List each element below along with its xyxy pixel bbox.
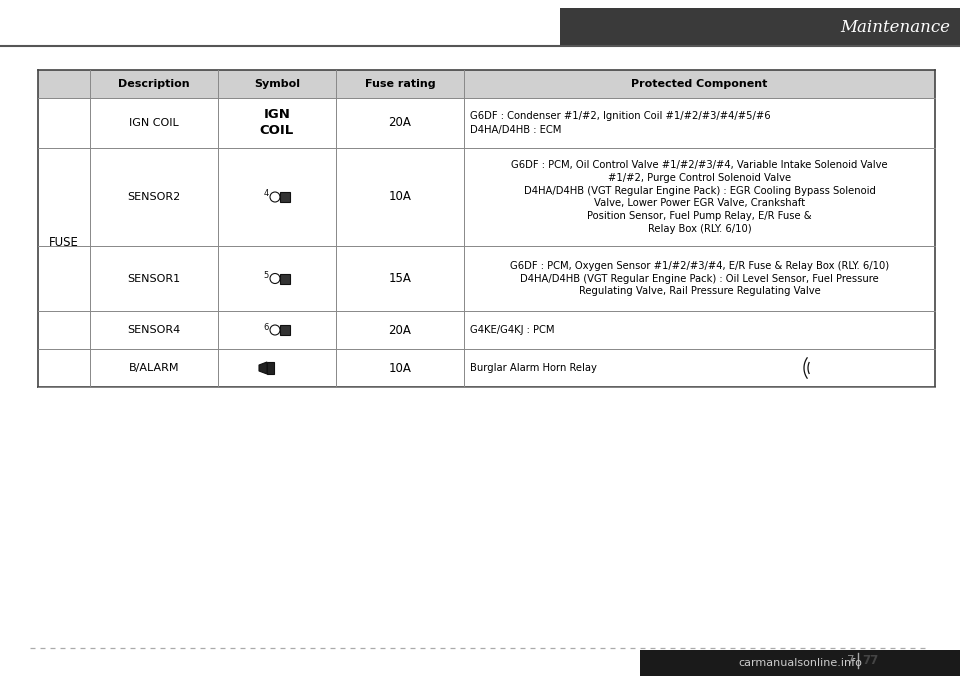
Text: 7: 7 bbox=[848, 654, 855, 667]
Bar bbox=[280, 325, 290, 335]
Bar bbox=[38, 70, 935, 98]
Polygon shape bbox=[259, 362, 267, 374]
Text: Maintenance: Maintenance bbox=[840, 18, 950, 36]
Text: carmanualsonline.info: carmanualsonline.info bbox=[738, 658, 862, 668]
Text: SENSOR1: SENSOR1 bbox=[128, 274, 180, 283]
Bar bbox=[280, 192, 290, 202]
Text: 20A: 20A bbox=[389, 116, 412, 130]
Text: Symbol: Symbol bbox=[254, 79, 300, 89]
Bar bbox=[267, 362, 274, 374]
Bar bbox=[640, 650, 960, 676]
Text: 77: 77 bbox=[862, 654, 878, 667]
Text: 4: 4 bbox=[264, 189, 269, 199]
Text: 6: 6 bbox=[264, 322, 269, 331]
Text: G6DF : PCM, Oil Control Valve #1/#2/#3/#4, Variable Intake Solenoid Valve
#1/#2,: G6DF : PCM, Oil Control Valve #1/#2/#3/#… bbox=[511, 160, 888, 234]
Text: G6DF : Condenser #1/#2, Ignition Coil #1/#2/#3/#4/#5/#6
D4HA/D4HB : ECM: G6DF : Condenser #1/#2, Ignition Coil #1… bbox=[470, 112, 771, 135]
Text: 5: 5 bbox=[264, 271, 269, 280]
Text: Burglar Alarm Horn Relay: Burglar Alarm Horn Relay bbox=[470, 363, 597, 373]
Text: SENSOR2: SENSOR2 bbox=[128, 192, 180, 202]
Text: Description: Description bbox=[118, 79, 190, 89]
Text: Fuse rating: Fuse rating bbox=[365, 79, 435, 89]
Text: IGN
COIL: IGN COIL bbox=[260, 109, 294, 137]
Text: SENSOR4: SENSOR4 bbox=[128, 325, 180, 335]
Text: IGN COIL: IGN COIL bbox=[130, 118, 179, 128]
Text: Protected Component: Protected Component bbox=[632, 79, 768, 89]
Text: 15A: 15A bbox=[389, 272, 412, 285]
Bar bbox=[280, 274, 290, 283]
Text: FUSE: FUSE bbox=[49, 236, 79, 249]
Text: 20A: 20A bbox=[389, 324, 412, 337]
Text: 10A: 10A bbox=[389, 191, 412, 203]
Text: G6DF : PCM, Oxygen Sensor #1/#2/#3/#4, E/R Fuse & Relay Box (RLY. 6/10)
D4HA/D4H: G6DF : PCM, Oxygen Sensor #1/#2/#3/#4, E… bbox=[510, 261, 889, 296]
Text: 10A: 10A bbox=[389, 362, 412, 375]
Text: G4KE/G4KJ : PCM: G4KE/G4KJ : PCM bbox=[470, 325, 555, 335]
Text: B/ALARM: B/ALARM bbox=[129, 363, 180, 373]
Bar bbox=[560, 8, 960, 46]
